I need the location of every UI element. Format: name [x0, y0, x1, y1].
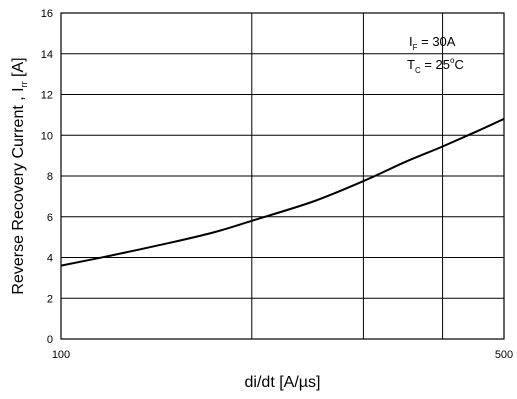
- y-tick-label: 4: [47, 253, 53, 265]
- y-axis-title: Reverse Recovery Current , Irr [A]: [10, 57, 29, 294]
- y-tick-label: 10: [41, 130, 53, 142]
- grid: [61, 13, 504, 339]
- x-axis-title: di/dt [A/µs]: [245, 374, 321, 391]
- y-axis-title-suffix: [A]: [10, 57, 27, 81]
- x-tick-label: 100: [52, 349, 70, 361]
- y-tick-label: 2: [47, 293, 53, 305]
- y-tick-label: 8: [47, 171, 53, 183]
- annotation-box: IF = 30A TC = 25oC: [407, 34, 464, 75]
- y-tick-label: 6: [47, 212, 53, 224]
- plot-frame: [60, 12, 505, 340]
- y-tick-label: 12: [41, 90, 53, 102]
- annotation-if: IF = 30A: [409, 34, 456, 52]
- y-axis-title-main: Reverse Recovery Current , I: [10, 87, 27, 294]
- y-tick-label: 0: [47, 334, 53, 346]
- y-axis-title-sub: rr: [19, 81, 29, 87]
- x-tick-label: 500: [495, 349, 513, 361]
- y-tick-labels: 0 2 4 6 8 10 12 14 16: [41, 8, 53, 346]
- annotation-tc: TC = 25oC: [407, 56, 464, 75]
- y-tick-label: 16: [41, 8, 53, 20]
- series-line: [60, 117, 505, 267]
- y-tick-label: 14: [41, 49, 53, 61]
- x-tick-labels: 100 500: [52, 349, 513, 361]
